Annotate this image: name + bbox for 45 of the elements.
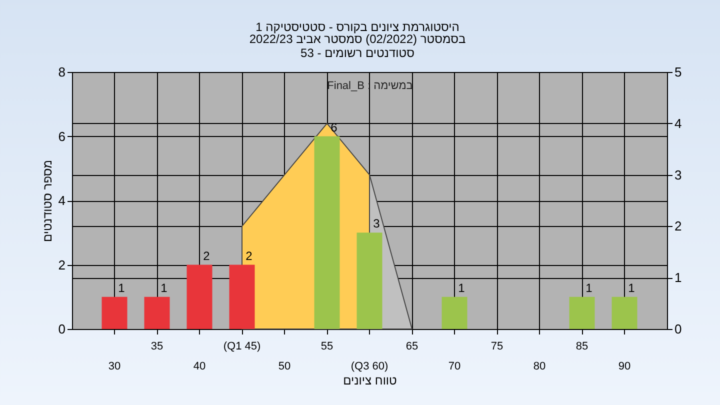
bar: [612, 296, 638, 329]
data-label: 1: [160, 280, 168, 295]
y2-tick-label: 3: [674, 167, 682, 182]
chart-subtitle: בסמסטר (02/2022) סמסטר אביב 2022/23 סטודנטים רשומים - 53: [249, 32, 466, 60]
bar: [442, 296, 468, 329]
y-tick-label: 4: [58, 193, 66, 208]
data-label: 1: [586, 280, 593, 295]
x-tick-label: 80: [533, 360, 546, 372]
bar: [144, 296, 170, 329]
bar: [229, 264, 255, 329]
y2-tick-label: 0: [674, 322, 682, 336]
data-label: 2: [246, 248, 253, 263]
bar: [356, 232, 382, 329]
x-tick-label: (Q1 45): [223, 340, 261, 352]
y-axis-title: מספר סטודנטים: [40, 160, 54, 242]
x-tick-label: 55: [320, 340, 334, 352]
y-tick-label: 8: [58, 64, 66, 80]
data-label: 1: [118, 280, 126, 295]
data-label: 1: [458, 280, 466, 295]
y-tick-label: 2: [58, 257, 66, 272]
x-tick-label: 90: [618, 360, 631, 372]
bar: [314, 136, 340, 329]
y2-tick-label: 4: [674, 116, 682, 131]
x-tick-label: 75: [490, 340, 504, 352]
data-label: 3: [373, 216, 380, 231]
x-tick-label: 50: [278, 360, 291, 372]
x-tick-label: (Q3 60): [350, 360, 388, 372]
y2-tick-label: 2: [674, 218, 682, 234]
x-axis-title: טווח ציונים: [343, 374, 398, 388]
x-tick-label: 30: [108, 360, 121, 372]
y2-tick-label: 1: [674, 270, 682, 286]
x-tick-label: 40: [193, 360, 206, 372]
chart-title: היסטוגרמת ציונים בקורס - סטטיסטיקה 1: [256, 20, 460, 34]
x-tick-label: 70: [448, 360, 461, 372]
bar: [102, 296, 128, 329]
bar: [186, 264, 212, 329]
data-label: 1: [628, 280, 636, 295]
y-tick-label: 6: [58, 128, 66, 144]
y-tick-label: 0: [58, 322, 66, 336]
y2-tick-label: 5: [674, 64, 682, 80]
x-tick-label: 85: [576, 340, 588, 352]
x-tick-label: 35: [150, 340, 164, 352]
x-tick-label: 65: [406, 340, 418, 352]
data-label: 2: [203, 248, 210, 263]
bar: [569, 296, 595, 329]
